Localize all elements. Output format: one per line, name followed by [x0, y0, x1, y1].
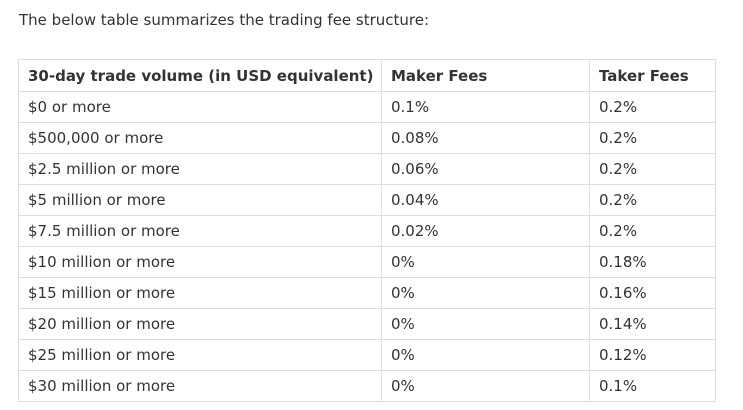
maker-fee-cell: 0% — [381, 339, 590, 371]
taker-fee-cell: 0.2% — [589, 91, 716, 123]
maker-fee-cell: 0% — [381, 370, 590, 402]
header-maker-fees: Maker Fees — [381, 59, 590, 92]
table-row: $500,000 or more 0.08% 0.2% — [18, 122, 716, 154]
table-row: $25 million or more 0% 0.12% — [18, 339, 716, 371]
volume-cell: $7.5 million or more — [18, 215, 382, 247]
taker-fee-cell: 0.2% — [589, 153, 716, 185]
table-row: $15 million or more 0% 0.16% — [18, 277, 716, 309]
maker-fee-cell: 0.1% — [381, 91, 590, 123]
taker-fee-cell: 0.18% — [589, 246, 716, 278]
volume-cell: $2.5 million or more — [18, 153, 382, 185]
table-row: $0 or more 0.1% 0.2% — [18, 91, 716, 123]
maker-fee-cell: 0.02% — [381, 215, 590, 247]
taker-fee-cell: 0.2% — [589, 122, 716, 154]
volume-cell: $5 million or more — [18, 184, 382, 216]
volume-cell: $20 million or more — [18, 308, 382, 340]
table-header-row: 30-day trade volume (in USD equivalent) … — [18, 59, 716, 92]
taker-fee-cell: 0.14% — [589, 308, 716, 340]
maker-fee-cell: 0% — [381, 246, 590, 278]
taker-fee-cell: 0.2% — [589, 184, 716, 216]
maker-fee-cell: 0% — [381, 277, 590, 309]
fee-table: 30-day trade volume (in USD equivalent) … — [18, 59, 716, 402]
volume-cell: $500,000 or more — [18, 122, 382, 154]
maker-fee-cell: 0.06% — [381, 153, 590, 185]
table-row: $2.5 million or more 0.06% 0.2% — [18, 153, 716, 185]
table-row: $30 million or more 0% 0.1% — [18, 370, 716, 402]
table-row: $20 million or more 0% 0.14% — [18, 308, 716, 340]
table-row: $10 million or more 0% 0.18% — [18, 246, 716, 278]
taker-fee-cell: 0.12% — [589, 339, 716, 371]
volume-cell: $15 million or more — [18, 277, 382, 309]
volume-cell: $25 million or more — [18, 339, 382, 371]
volume-cell: $0 or more — [18, 91, 382, 123]
header-volume: 30-day trade volume (in USD equivalent) — [18, 59, 382, 92]
table-row: $7.5 million or more 0.02% 0.2% — [18, 215, 716, 247]
maker-fee-cell: 0.04% — [381, 184, 590, 216]
table-row: $5 million or more 0.04% 0.2% — [18, 184, 716, 216]
volume-cell: $10 million or more — [18, 246, 382, 278]
taker-fee-cell: 0.1% — [589, 370, 716, 402]
taker-fee-cell: 0.16% — [589, 277, 716, 309]
maker-fee-cell: 0.08% — [381, 122, 590, 154]
taker-fee-cell: 0.2% — [589, 215, 716, 247]
volume-cell: $30 million or more — [18, 370, 382, 402]
intro-text: The below table summarizes the trading f… — [19, 11, 430, 29]
maker-fee-cell: 0% — [381, 308, 590, 340]
header-taker-fees: Taker Fees — [589, 59, 716, 92]
